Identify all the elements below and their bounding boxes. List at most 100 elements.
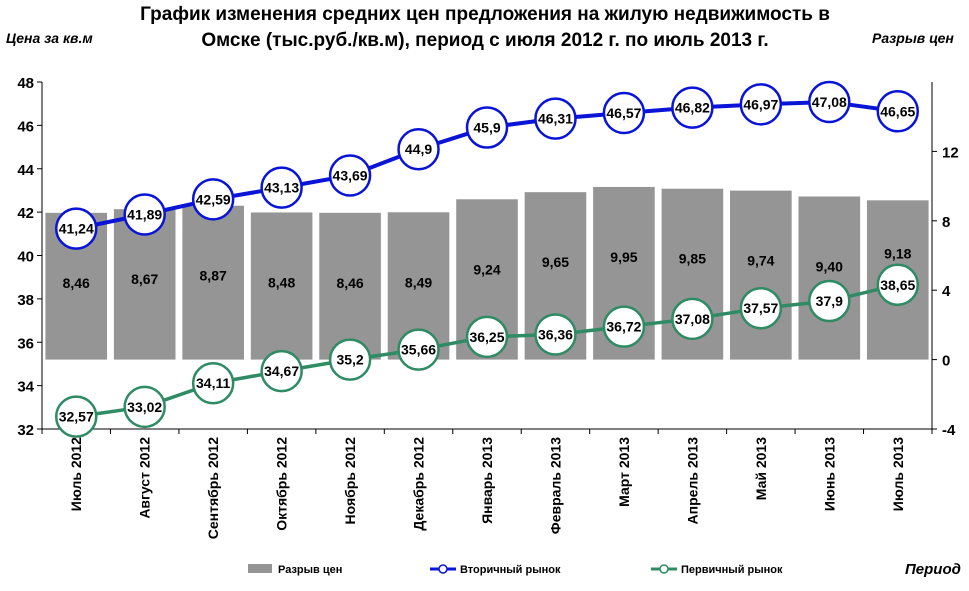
y-axis-left-title: Цена за кв.м	[6, 30, 93, 46]
primary-market-point	[876, 263, 920, 307]
primary-market-label: 35,2	[336, 352, 363, 368]
legend-marker-primary	[659, 564, 669, 574]
primary-market-point	[260, 349, 303, 393]
y-left-tick-label: 46	[17, 118, 34, 135]
primary-market-point	[123, 385, 166, 429]
primary-market-point	[534, 313, 577, 356]
secondary-market-label: 42,59	[196, 191, 231, 207]
x-tick-label: Март 2013	[616, 437, 632, 507]
secondary-market-point	[465, 106, 509, 149]
primary-market-point	[808, 279, 851, 323]
secondary-market-label: 46,57	[606, 105, 641, 121]
legend-label-secondary: Вторичный рынок	[460, 564, 561, 576]
primary-market-label: 37,08	[675, 311, 710, 327]
primary-market-label: 35,66	[401, 342, 436, 358]
secondary-market-point	[397, 127, 440, 171]
primary-market-point	[465, 315, 509, 359]
bar-data-label: 9,65	[542, 254, 569, 270]
x-tick-label: Октябрь 2012	[274, 437, 290, 531]
x-tick-label: Июль 2013	[890, 437, 906, 511]
primary-market-label: 37,57	[743, 300, 778, 316]
primary-market-label: 34,67	[264, 363, 299, 379]
primary-market-label: 36,25	[469, 329, 504, 345]
y-right-tick-label: 4	[942, 283, 951, 300]
chart-title-line1: График изменения средних цен предложения…	[140, 4, 830, 25]
x-tick-label: Июль 2012	[68, 437, 84, 511]
y-left-tick-label: 42	[17, 205, 34, 222]
legend-label-gap: Разрыв цен	[278, 564, 342, 576]
y-left-tick-label: 32	[17, 422, 34, 439]
secondary-market-point	[54, 207, 98, 250]
primary-market-point	[671, 297, 714, 341]
legend-swatch-gap	[248, 564, 272, 573]
primary-market-label: 34,11	[196, 375, 230, 391]
bar-gap	[798, 196, 861, 360]
x-tick-label: Сентябрь 2012	[205, 437, 221, 539]
secondary-market-label: 46,31	[538, 111, 573, 127]
y-axis-right-title: Разрыв цен	[872, 30, 954, 46]
y-right-tick-label: 0	[942, 353, 950, 370]
y-left-tick-label: 34	[17, 379, 34, 396]
bar-data-label: 9,24	[473, 261, 500, 277]
legend-label-primary: Первичный рынок	[681, 564, 783, 576]
x-tick-label: Декабрь 2012	[411, 437, 427, 531]
secondary-market-point	[602, 91, 646, 135]
bar-data-label: 8,87	[200, 268, 227, 284]
secondary-market-label: 45,9	[473, 120, 500, 136]
y-right-tick-label: 8	[942, 214, 950, 231]
secondary-market-point	[808, 80, 851, 124]
x-tick-label: Февраль 2013	[547, 437, 563, 534]
chart-title: График изменения средних цен предложения…	[100, 2, 870, 54]
secondary-market-point	[534, 97, 577, 140]
bar-gap	[182, 205, 244, 360]
bar-gap	[250, 212, 313, 360]
secondary-market-label: 43,13	[264, 180, 299, 196]
secondary-market-point	[191, 178, 235, 221]
y-left-tick-label: 38	[17, 292, 34, 309]
primary-market-label: 36,72	[606, 319, 641, 335]
bar-data-label: 9,95	[610, 249, 637, 265]
x-tick-label: Ноябрь 2012	[342, 437, 358, 525]
primary-market-label: 37,9	[816, 293, 843, 309]
y-left-tick-label: 44	[17, 162, 34, 179]
bar-data-label: 9,40	[816, 259, 843, 275]
x-tick-label: Январь 2013	[479, 437, 495, 524]
x-tick-label: Апрель 2013	[684, 437, 700, 525]
primary-market-point	[739, 286, 783, 330]
x-tick-label: Май 2013	[753, 437, 769, 500]
secondary-market-point	[260, 166, 303, 209]
primary-market-label: 38,65	[880, 277, 915, 293]
bar-data-label: 9,18	[884, 245, 911, 261]
secondary-market-label: 44,9	[405, 141, 432, 157]
primary-market-point	[328, 338, 372, 381]
bar-gap	[319, 212, 381, 360]
primary-market-point	[602, 305, 646, 348]
primary-market-label: 32,57	[59, 409, 94, 425]
secondary-market-label: 46,97	[743, 96, 778, 112]
secondary-market-point	[328, 154, 372, 197]
chart-title-line2: Омске (тыс.руб./кв.м), период с июля 201…	[201, 30, 769, 51]
x-tick-label: Июнь 2013	[821, 437, 837, 511]
bar-data-label: 8,48	[268, 274, 295, 290]
primary-market-label: 36,36	[538, 326, 573, 342]
secondary-market-point	[671, 86, 714, 129]
secondary-market-point	[876, 90, 920, 133]
secondary-market-label: 41,89	[127, 207, 162, 223]
y-left-tick-label: 48	[17, 75, 34, 92]
secondary-market-label: 47,08	[812, 94, 847, 110]
bar-data-label: 8,67	[131, 271, 158, 287]
primary-market-point	[397, 328, 440, 371]
legend-marker-secondary	[438, 564, 448, 574]
secondary-market-point	[123, 193, 166, 236]
secondary-market-label: 41,24	[59, 221, 94, 237]
bar-data-label: 9,74	[747, 253, 774, 269]
bar-data-label: 8,46	[63, 275, 90, 291]
secondary-market-point	[739, 83, 783, 126]
primary-market-point	[191, 361, 235, 405]
primary-market-label: 33,02	[127, 399, 162, 415]
y-right-tick-label: -4	[942, 422, 956, 439]
bar-gap	[730, 190, 792, 360]
bar-data-label: 8,49	[405, 274, 432, 290]
secondary-market-label: 46,82	[675, 100, 710, 116]
